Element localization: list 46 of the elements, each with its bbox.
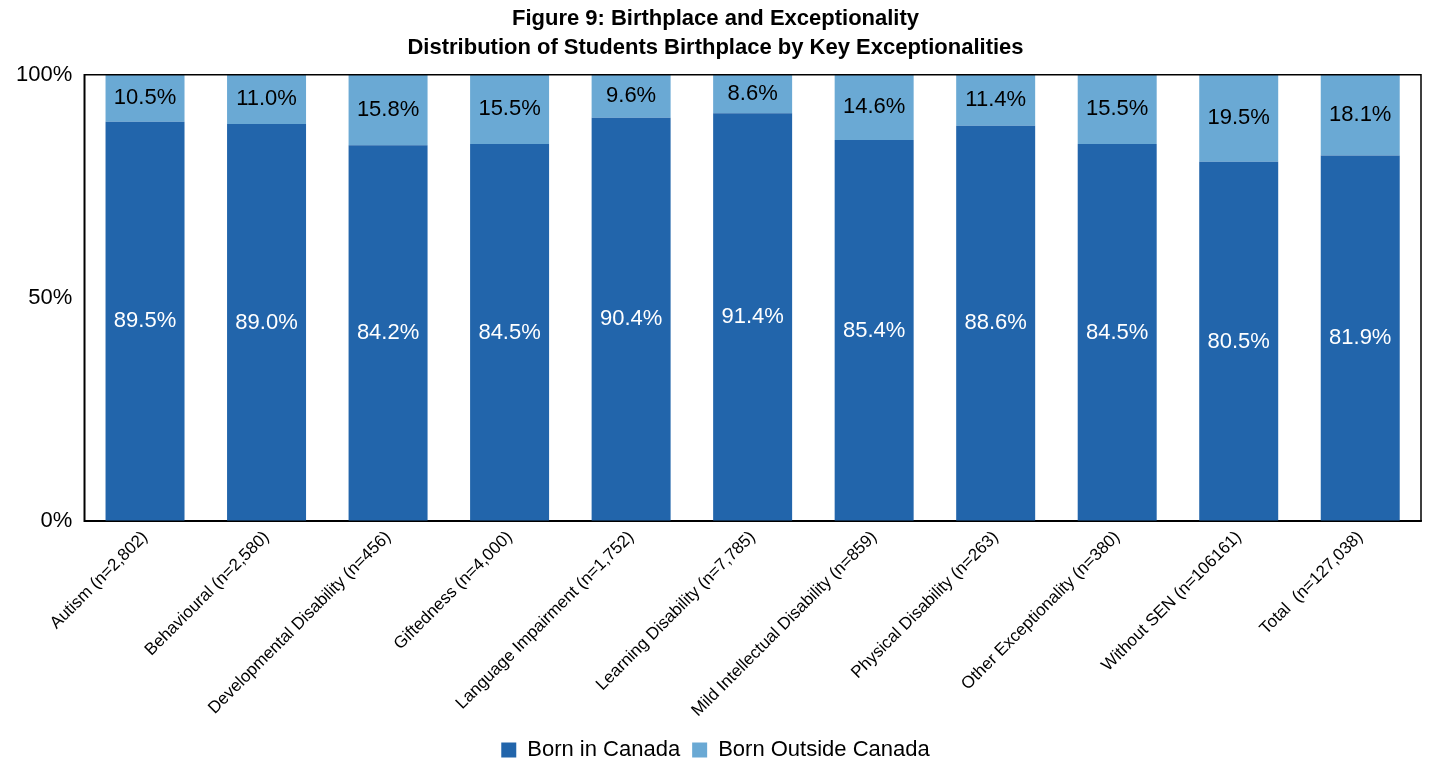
chart-subtitle: Distribution of Students Birthplace by Key Exceptionalities: [407, 33, 1024, 59]
data-label: 10.5%: [113, 84, 177, 110]
data-label: 15.5%: [1086, 95, 1149, 121]
data-label: 15.8%: [356, 96, 420, 122]
bar: [348, 74, 428, 146]
data-label: 84.2%: [356, 319, 420, 345]
data-label: 90.4%: [599, 305, 663, 331]
data-label: 19.5%: [1207, 104, 1270, 130]
data-label: 8.6%: [727, 80, 778, 106]
data-label: 91.4%: [721, 303, 784, 329]
bar: [470, 74, 550, 144]
bar: [105, 121, 185, 522]
bar: [834, 74, 914, 140]
y-tick-label: 100%: [15, 60, 73, 86]
legend-label: Born in Canada: [527, 736, 681, 762]
data-label: 88.6%: [964, 309, 1027, 335]
data-label: 84.5%: [1086, 318, 1149, 344]
legend-label: Born Outside Canada: [718, 736, 931, 762]
bar: [1077, 74, 1157, 144]
bar: [591, 117, 671, 522]
data-label: 89.0%: [235, 308, 298, 334]
bar: [956, 125, 1036, 522]
data-label: 18.1%: [1329, 101, 1392, 127]
bar: [348, 145, 428, 522]
data-label: 15.5%: [478, 95, 541, 121]
data-label: 81.9%: [1329, 324, 1392, 350]
data-label: 11.0%: [236, 85, 297, 111]
y-tick-label: 50%: [28, 284, 73, 310]
data-label: 85.4%: [842, 316, 906, 342]
bar: [227, 123, 307, 522]
bar: [1199, 74, 1279, 162]
chart-title: Figure 9: Birthplace and Exceptionality: [511, 5, 920, 31]
bar: [834, 139, 914, 522]
bar: [1077, 143, 1157, 522]
data-label: 9.6%: [606, 82, 657, 108]
data-label: 11.4%: [965, 86, 1027, 112]
data-label: 89.5%: [113, 307, 177, 333]
bar: [713, 113, 793, 522]
bar: [1199, 161, 1279, 522]
bar: [470, 143, 550, 522]
bar: [1320, 74, 1400, 156]
y-tick-label: 0%: [40, 507, 73, 533]
data-label: 80.5%: [1207, 327, 1270, 353]
bar: [1320, 155, 1400, 522]
data-label: 84.5%: [478, 318, 541, 344]
data-label: 14.6%: [842, 93, 906, 119]
